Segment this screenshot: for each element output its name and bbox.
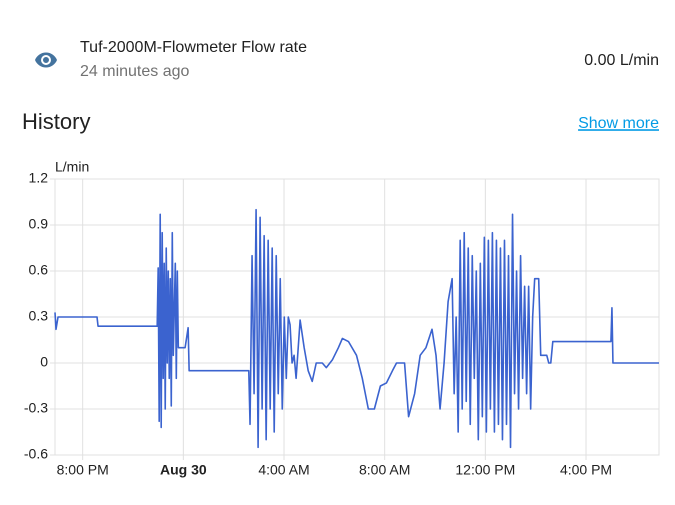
y-tick-label: 0.6 bbox=[29, 262, 49, 278]
x-tick-label: 4:00 PM bbox=[560, 462, 612, 478]
x-tick-label: 12:00 PM bbox=[455, 462, 515, 478]
chart: L/min 1.2 0.9 0.6 0.3 0 -0.3 -0.6 8:00 PM Aug 30 4… bbox=[24, 159, 660, 478]
y-axis-label: L/min bbox=[55, 159, 89, 175]
entity-name: Tuf-2000M-Flowmeter Flow rate bbox=[80, 39, 307, 56]
y-tick-label: -0.3 bbox=[24, 400, 48, 416]
entity-icon bbox=[35, 52, 57, 68]
eye-icon bbox=[35, 52, 57, 68]
last-changed: 24 minutes ago bbox=[80, 63, 190, 80]
x-tick-label: Aug 30 bbox=[160, 462, 207, 478]
history-title: History bbox=[22, 109, 90, 134]
y-tick-label: 0.9 bbox=[29, 216, 49, 232]
y-tick-label: -0.6 bbox=[24, 446, 48, 462]
y-tick-label: 1.2 bbox=[29, 170, 49, 186]
entity-state: 0.00 L/min bbox=[584, 52, 659, 69]
y-tick-label: 0.3 bbox=[29, 308, 49, 324]
x-tick-label: 8:00 AM bbox=[359, 462, 410, 478]
x-tick-label: 8:00 PM bbox=[57, 462, 109, 478]
y-tick-label: 0 bbox=[40, 354, 48, 370]
show-more-link[interactable]: Show more bbox=[578, 115, 659, 132]
flow-line bbox=[54, 208, 659, 449]
x-tick-label: 4:00 AM bbox=[258, 462, 309, 478]
